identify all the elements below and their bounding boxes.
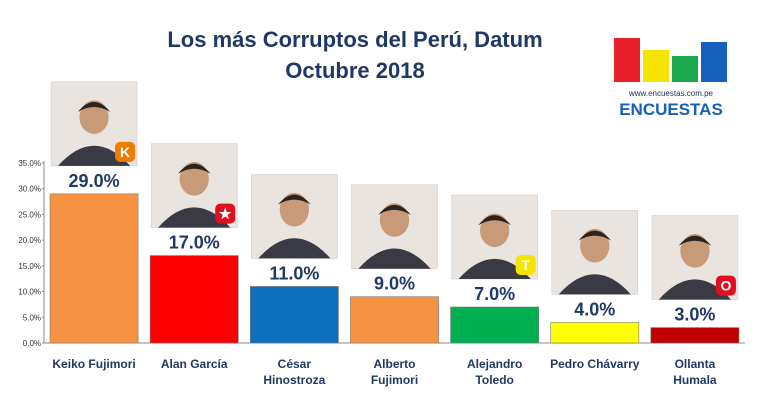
candidate-photo: T <box>451 194 538 280</box>
bar <box>650 327 740 344</box>
chart-title: Los más Corruptos del Perú, Datum Octubr… <box>120 24 590 86</box>
bars <box>49 193 740 344</box>
bar <box>350 296 439 344</box>
y-tick-label: 30.0% <box>18 185 41 194</box>
bar <box>550 322 640 344</box>
party-badge-letter: T <box>521 257 530 273</box>
value-label: 4.0% <box>574 299 615 319</box>
candidate-photo <box>551 210 639 295</box>
candidate-photo: ★ <box>150 143 238 228</box>
party-badge-letter: O <box>720 278 731 294</box>
party-badge-letter: ★ <box>219 206 232 222</box>
logo-bar <box>672 56 698 82</box>
value-label: 29.0% <box>69 171 120 191</box>
category-label: Pedro Chávarry <box>550 357 640 371</box>
value-labels: 29.0% 17.0% 11.0% 9.0% 7.0% 4.0% 3.0% <box>69 171 716 325</box>
value-label: 9.0% <box>374 274 415 294</box>
category-label: César Hinostroza <box>263 357 325 387</box>
x-axis-labels: Keiko Fujimori Alan García César Hinostroza… <box>52 357 717 387</box>
category-label: Alejandro Toledo <box>467 357 522 387</box>
y-tick-label: 10.0% <box>18 288 41 297</box>
candidate-photo <box>351 184 438 269</box>
logo-brand: ENCUESTAS <box>619 100 723 119</box>
y-tick-label: 35.0% <box>18 159 41 168</box>
title-line-1: Los más Corruptos del Perú, Datum <box>167 27 543 52</box>
bar <box>249 286 339 344</box>
party-badge-icon <box>715 275 736 296</box>
y-tick-label: 25.0% <box>18 210 41 219</box>
logo-bar <box>701 42 727 82</box>
y-tick-label: 5.0% <box>23 313 41 322</box>
value-label: 17.0% <box>169 233 220 253</box>
candidate-photo: O <box>651 215 739 300</box>
y-tick-label: 20.0% <box>18 236 41 245</box>
logo-bar <box>643 50 669 82</box>
category-label: Keiko Fujimori <box>52 357 135 371</box>
value-label: 11.0% <box>269 263 319 283</box>
y-tick-label: 15.0% <box>18 262 41 271</box>
party-badge-icon <box>115 141 136 162</box>
logo-url: www.encuestas.com.pe <box>628 89 714 98</box>
category-label: Ollanta Humala <box>673 357 717 387</box>
bar <box>149 255 239 344</box>
value-label: 3.0% <box>674 305 715 325</box>
y-tick-label: 0.0% <box>23 339 41 348</box>
category-label: Alberto Fujimori <box>371 357 418 387</box>
bar <box>49 193 139 344</box>
logo-bars <box>614 38 727 82</box>
candidate-photo: K <box>50 81 138 167</box>
party-badge-letter: K <box>120 144 130 160</box>
bar <box>450 306 540 344</box>
logo-bar <box>614 38 640 82</box>
candidate-photos: K ★ T O <box>50 81 739 300</box>
candidate-photo <box>251 174 338 259</box>
title-line-2: Octubre 2018 <box>285 58 425 83</box>
category-label: Alan García <box>161 357 228 371</box>
party-badge-icon <box>515 255 536 275</box>
party-badge-icon <box>215 203 236 224</box>
encuestas-logo: www.encuestas.com.pe ENCUESTAS <box>614 38 727 119</box>
value-label: 7.0% <box>474 284 515 304</box>
